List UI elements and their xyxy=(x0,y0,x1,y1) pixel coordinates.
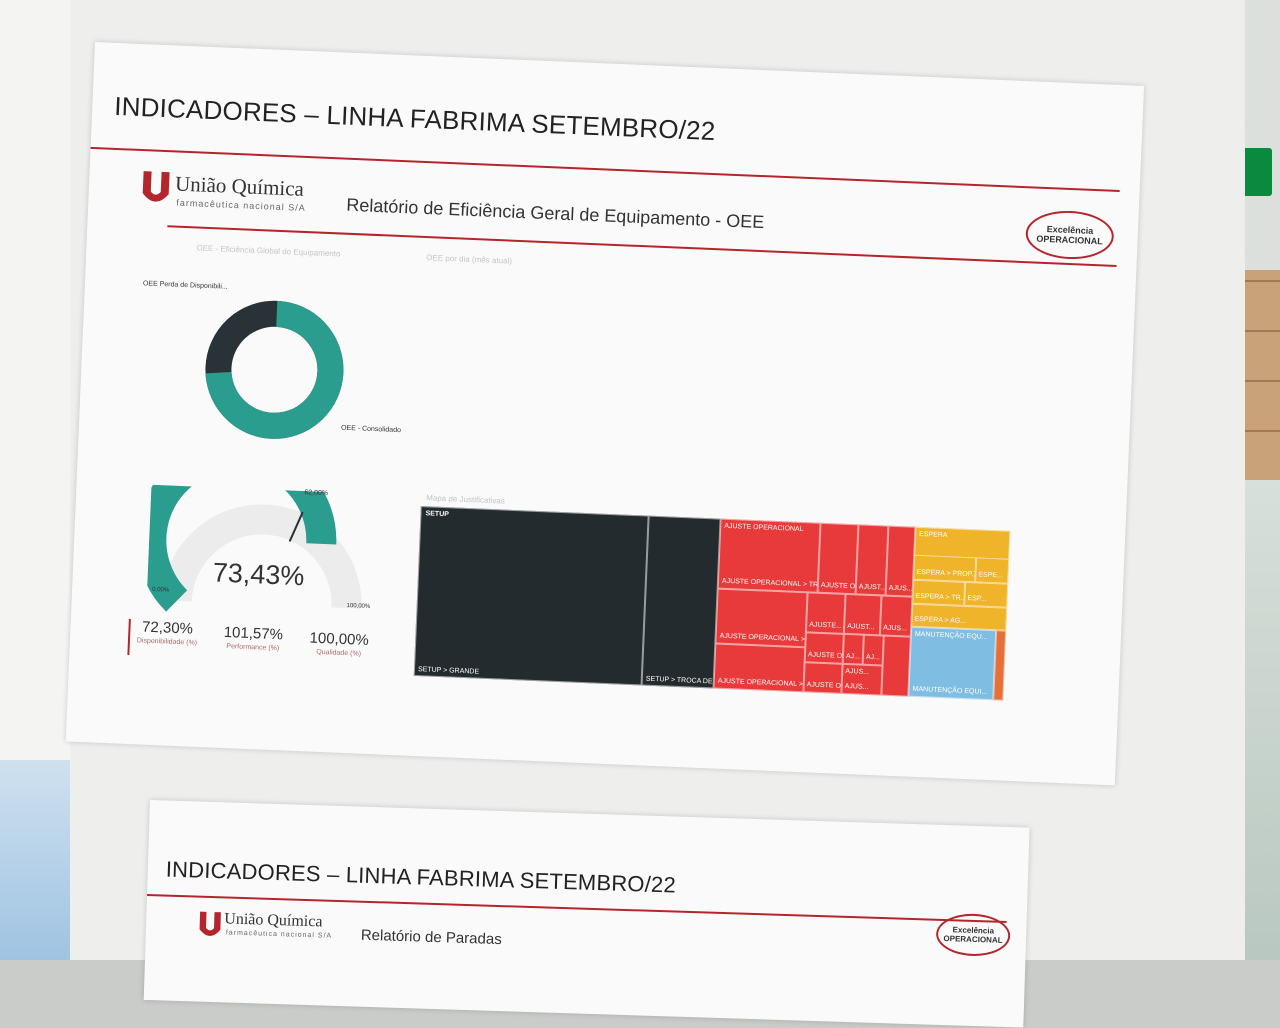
treemap-label: SETUP xyxy=(425,510,450,519)
kpi-value: 101,57% xyxy=(223,623,284,644)
treemap-cell-ajus3: AJUS... AJUS... xyxy=(841,663,883,696)
excelencia-badge: Excelência OPERACIONAL xyxy=(1024,209,1115,261)
sheet-title: INDICADORES – LINHA FABRIMA SETEMBRO/22 xyxy=(113,90,717,147)
sheet-title: INDICADORES – LINHA FABRIMA SETEMBRO/22 xyxy=(165,856,677,898)
treemap-label: ESPERA > PROP... xyxy=(916,568,977,579)
oee-report-sheet: INDICADORES – LINHA FABRIMA SETEMBRO/22 … xyxy=(65,42,1145,786)
treemap-label: AJUSTE OPERACIONAL > TR... xyxy=(717,677,806,689)
kpi-value: 72,30% xyxy=(141,618,194,638)
gauge-fill xyxy=(146,484,337,612)
treemap-label: AJUSTE O... xyxy=(820,581,859,591)
treemap-cell-ajuste-tr2: AJUSTE OPERACIONAL > TR... xyxy=(713,643,806,693)
treemap-label: AJUS... xyxy=(883,624,908,633)
kpi-disponibilidade: 72,30% Disponibilidade (%) xyxy=(132,618,203,647)
treemap-label: AJ... xyxy=(865,653,881,662)
left-poster xyxy=(0,760,70,960)
report-subtitle: Relatório de Eficiência Geral de Equipam… xyxy=(345,194,765,233)
treemap-label: ESPERA xyxy=(918,530,948,540)
excelencia-badge: Excelência OPERACIONAL xyxy=(935,912,1011,958)
kpi-label: Performance (%) xyxy=(226,643,280,653)
header-rule xyxy=(167,225,1117,267)
oee-gauge xyxy=(146,484,362,612)
daily-chart-faint-title: OEE por dia (mês atual) xyxy=(426,253,513,266)
treemap-label: SETUP > TROCA DE... xyxy=(645,675,719,686)
kpi-label: Qualidade (%) xyxy=(316,648,362,658)
treemap-label: AJUS... xyxy=(888,584,913,593)
treemap-cell-ajuste-o3: AJUSTE O... xyxy=(804,632,844,664)
treemap-label: ESP... xyxy=(967,595,987,603)
treemap-cell-ajuste-se: AJUSTE OPERACIONAL > SE... xyxy=(715,588,808,648)
kpi-label: Disponibilidade (%) xyxy=(136,637,198,647)
kpi-accent-bar xyxy=(127,618,131,655)
treemap-cell-espera-tr: ESPERA > TR... xyxy=(912,579,966,606)
uniao-quimica-logo-icon xyxy=(142,171,170,202)
treemap-cell-ajuste-o4: AJUSTE O... xyxy=(803,662,843,694)
treemap-label: ESPE... xyxy=(978,571,1004,580)
treemap-label: AJUSTE... xyxy=(809,621,843,630)
badge-line2: OPERACIONAL xyxy=(943,933,1003,945)
treemap-cell-ajuste-o1: AJUSTE O... xyxy=(817,522,859,595)
gauge-track xyxy=(161,504,362,609)
treemap-cell-ai2: AJ... xyxy=(862,634,884,666)
badge-line2: OPERACIONAL xyxy=(1036,233,1103,247)
justifications-treemap: SETUP SETUP > GRANDE SETUP > TROCA DE...… xyxy=(413,506,1011,701)
treemap-cell-ajus1: AJUS... xyxy=(885,525,916,597)
gauge-target-label: 62,00% xyxy=(304,489,329,498)
treemap-label: AJ... xyxy=(845,652,861,661)
oee-donut-chart xyxy=(205,300,344,439)
treemap-label: MANUTENÇÃO EQUI... xyxy=(912,685,988,696)
treemap-label: AJUSTE OPERACIONAL xyxy=(724,522,804,534)
treemap-label: AJUSTE OPERACIONAL > TR... xyxy=(721,577,821,590)
treemap-label: AJUST... xyxy=(858,583,887,592)
donut-consolidated-label: OEE - Consolidado xyxy=(340,424,402,435)
treemap-label: AJUS... xyxy=(844,682,869,691)
treemap-cell-espe: ESPE... xyxy=(975,557,1010,584)
treemap-label: SETUP > GRANDE xyxy=(417,666,480,676)
treemap-cell-esp2: ESP... xyxy=(964,581,1009,608)
kpi-performance: 101,57% Performance (%) xyxy=(218,624,289,653)
treemap-cell-manutencao: MANUTENÇÃO EQU... MANUTENÇÃO EQUI... xyxy=(908,626,997,701)
treemap-cell-ajuste-small xyxy=(881,635,911,697)
treemap-label: AJUST... xyxy=(847,623,875,632)
kpi-qualidade: 100,00% Qualidade (%) xyxy=(304,629,375,658)
treemap-cell-ajust1: AJUST... xyxy=(855,524,889,596)
report-subtitle: Relatório de Paradas xyxy=(360,926,502,949)
gauge-target-marker xyxy=(288,511,304,542)
treemap-label: ESPERA > AG... xyxy=(914,615,967,625)
treemap-cell-ajuste-o2: AJUSTE... xyxy=(805,592,846,634)
treemap-cell-setup-grande: SETUP SETUP > GRANDE xyxy=(413,506,649,686)
paradas-report-sheet: INDICADORES – LINHA FABRIMA SETEMBRO/22 … xyxy=(143,800,1030,1028)
treemap-label: AJUSTE O... xyxy=(806,681,843,691)
kpi-value: 100,00% xyxy=(309,629,370,649)
treemap-cell-ajust2: AJUST... xyxy=(843,593,882,636)
treemap-cell-ajus2: AJUS... xyxy=(879,595,913,637)
treemap-label: ESPERA > TR... xyxy=(915,592,966,602)
donut-faint-title: OEE - Eficiência Global do Equipamento xyxy=(196,243,341,259)
treemap-label: AJUSTE O... xyxy=(807,651,844,661)
donut-loss-label: OEE Perda de Disponibili... xyxy=(142,280,228,291)
treemap-label: AJUSTE OPERACIONAL > SE... xyxy=(719,632,808,644)
treemap-cell-espera-prop: ESPERA > PROP... xyxy=(913,554,977,583)
treemap-label: MANUTENÇÃO EQU... xyxy=(914,630,988,641)
donut-consolidated-segment xyxy=(205,300,344,439)
treemap-cell-other xyxy=(993,630,1007,701)
treemap-cell-ajuste-tr: AJUSTE OPERACIONAL AJUSTE OPERACIONAL > … xyxy=(717,518,821,593)
uniao-quimica-logo-icon xyxy=(199,911,221,936)
gauge-min-label: 0,00% xyxy=(151,586,170,594)
company-name: União Química xyxy=(224,910,323,931)
treemap-cell-ai1: AJ... xyxy=(842,633,864,665)
treemap-cell-setup-troca: SETUP > TROCA DE... xyxy=(641,515,721,689)
gauge-value: 73,43% xyxy=(212,557,306,592)
treemap-label: AJUS... xyxy=(845,667,870,676)
gauge-max-label: 100,00% xyxy=(346,603,371,611)
treemap-faint-title: Mapa de Justificativas xyxy=(426,493,506,506)
